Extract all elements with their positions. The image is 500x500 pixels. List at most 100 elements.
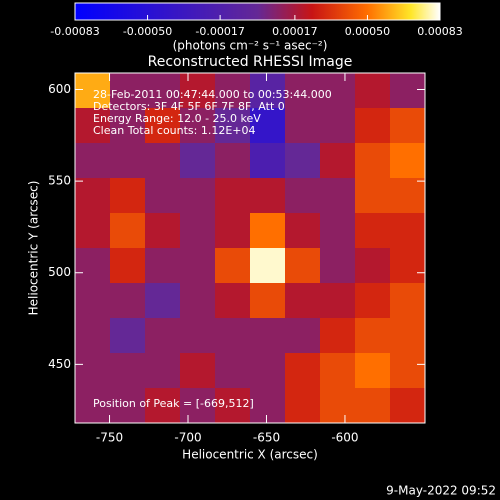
heatmap-cell	[250, 353, 286, 389]
heatmap-cell	[75, 108, 111, 144]
heatmap-cell	[75, 213, 111, 249]
heatmap-cell	[180, 143, 216, 179]
heatmap-cell	[75, 388, 111, 424]
heatmap-cell	[180, 108, 216, 144]
heatmap-cell	[355, 248, 391, 284]
heatmap-cell	[285, 353, 321, 389]
heatmap-cell	[320, 213, 356, 249]
heatmap-cell	[320, 108, 356, 144]
heatmap-cell	[75, 73, 111, 109]
heatmap-cell	[390, 388, 426, 424]
heatmap-cell	[285, 178, 321, 214]
heatmap-cell	[390, 178, 426, 214]
heatmap-cell	[250, 73, 286, 109]
heatmap-cell	[145, 178, 181, 214]
heatmap-cell	[355, 143, 391, 179]
heatmap-cell	[75, 248, 111, 284]
heatmap-cell	[320, 73, 356, 109]
heatmap-cell	[320, 318, 356, 354]
colorbar-tick-label: 0.00017	[272, 25, 318, 38]
heatmap-cell	[355, 73, 391, 109]
heatmap-cell	[285, 108, 321, 144]
heatmap-cell	[355, 178, 391, 214]
colorbar-tick-label: 0.00083	[417, 25, 463, 38]
heatmap-cell	[110, 213, 146, 249]
heatmap-cell	[75, 178, 111, 214]
heatmap-cell	[250, 178, 286, 214]
heatmap-cell	[320, 283, 356, 319]
colorbar-tick-label: -0.00050	[123, 25, 172, 38]
heatmap-cell	[215, 73, 251, 109]
y-tick-label: 550	[48, 174, 71, 188]
heatmap-cell	[145, 143, 181, 179]
heatmap-cell	[180, 388, 216, 424]
heatmap-cell	[320, 178, 356, 214]
heatmap-cell	[75, 353, 111, 389]
heatmap-cell	[390, 143, 426, 179]
annotation: Detectors: 3F 4F 5F 6F 7F 8F, Att 0	[93, 100, 285, 113]
heatmap-cell	[145, 353, 181, 389]
heatmap-cell	[215, 248, 251, 284]
heatmap-cell	[285, 283, 321, 319]
heatmap-cell	[215, 178, 251, 214]
colorbar-tick-label: 0.00050	[345, 25, 391, 38]
heatmap-cell	[180, 353, 216, 389]
x-axis-label: Heliocentric X (arcsec)	[182, 448, 318, 462]
heatmap-cell	[250, 388, 286, 424]
heatmap-cell	[320, 143, 356, 179]
heatmap-cell	[250, 248, 286, 284]
heatmap-cell	[180, 178, 216, 214]
heatmap-cell	[285, 143, 321, 179]
heatmap-cell	[285, 213, 321, 249]
heatmap-cell	[215, 388, 251, 424]
heatmap-cell	[355, 283, 391, 319]
annotation: 28-Feb-2011 00:47:44.000 to 00:53:44.000	[93, 88, 332, 101]
x-tick-label: -750	[96, 431, 123, 445]
heatmap-cell	[320, 353, 356, 389]
heatmap-cell	[145, 73, 181, 109]
heatmap-cell	[110, 248, 146, 284]
heatmap-cell	[320, 248, 356, 284]
annotation: Clean Total counts: 1.12E+04	[93, 124, 256, 137]
heatmap-cell	[390, 353, 426, 389]
x-tick-label: -600	[331, 431, 358, 445]
heatmap-cell	[110, 178, 146, 214]
annotation: Energy Range: 12.0 - 25.0 keV	[93, 112, 261, 125]
heatmap-cell	[215, 353, 251, 389]
footer: 9-May-2022 09:52	[386, 484, 496, 498]
heatmap-cell	[180, 213, 216, 249]
heatmap-cell	[285, 388, 321, 424]
heatmap-cell	[75, 318, 111, 354]
heatmap-cell	[215, 143, 251, 179]
colorbar-tick-label: -0.00083	[50, 25, 99, 38]
heatmap-cell	[250, 108, 286, 144]
heatmap-cell	[145, 388, 181, 424]
heatmap-cell	[285, 318, 321, 354]
heatmap-cell	[145, 318, 181, 354]
plot-frame	[74, 72, 426, 424]
heatmap-cell	[355, 318, 391, 354]
heatmap-cell	[110, 283, 146, 319]
heatmap-cell	[145, 108, 181, 144]
heatmap-cell	[215, 108, 251, 144]
heatmap-cell	[355, 213, 391, 249]
heatmap-cell	[250, 143, 286, 179]
heatmap-cell	[180, 318, 216, 354]
peak-label: Position of Peak = [-669,512]	[93, 397, 254, 410]
x-tick-label: -700	[174, 431, 201, 445]
colorbar	[74, 2, 441, 21]
heatmap-cell	[250, 318, 286, 354]
heatmap-cell	[145, 213, 181, 249]
heatmap-cell	[110, 388, 146, 424]
heatmap-cell	[75, 143, 111, 179]
heatmap-cell	[355, 108, 391, 144]
heatmap-cell	[390, 318, 426, 354]
heatmap-cell	[180, 248, 216, 284]
heatmap-cell	[390, 108, 426, 144]
heatmap-cell	[110, 143, 146, 179]
heatmap-cell	[180, 73, 216, 109]
y-tick-label: 500	[48, 265, 71, 279]
heatmap-cell	[355, 353, 391, 389]
